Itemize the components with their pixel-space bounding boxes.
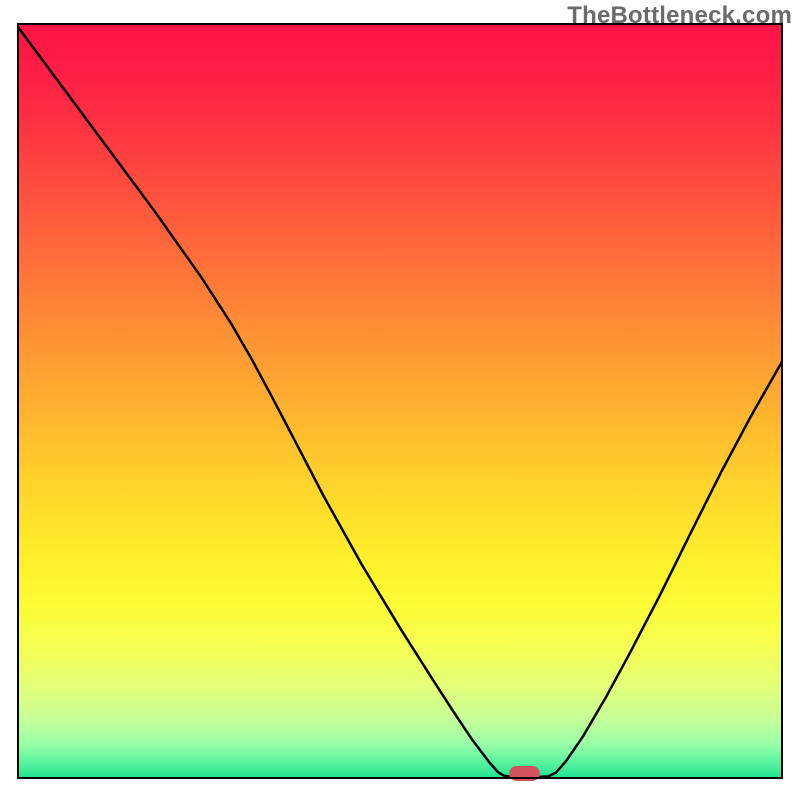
watermark-text: TheBottleneck.com	[567, 2, 792, 30]
chart-stage: TheBottleneck.com	[0, 0, 800, 800]
chart-gradient-background	[18, 24, 782, 778]
bottleneck-chart	[0, 0, 800, 800]
